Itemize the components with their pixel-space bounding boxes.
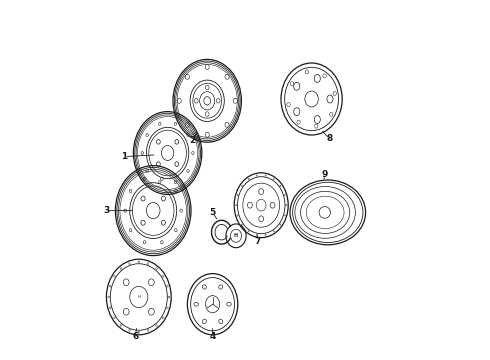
Text: H: H: [137, 295, 140, 299]
Text: 3: 3: [103, 206, 110, 215]
Text: H: H: [234, 233, 238, 238]
Text: 9: 9: [321, 170, 327, 179]
Text: 4: 4: [209, 332, 216, 341]
Text: 5: 5: [210, 208, 216, 217]
Text: 8: 8: [326, 134, 333, 143]
Text: 6: 6: [132, 332, 138, 341]
Text: 7: 7: [254, 237, 261, 246]
Text: 2: 2: [190, 136, 196, 145]
Text: 1: 1: [122, 152, 127, 161]
